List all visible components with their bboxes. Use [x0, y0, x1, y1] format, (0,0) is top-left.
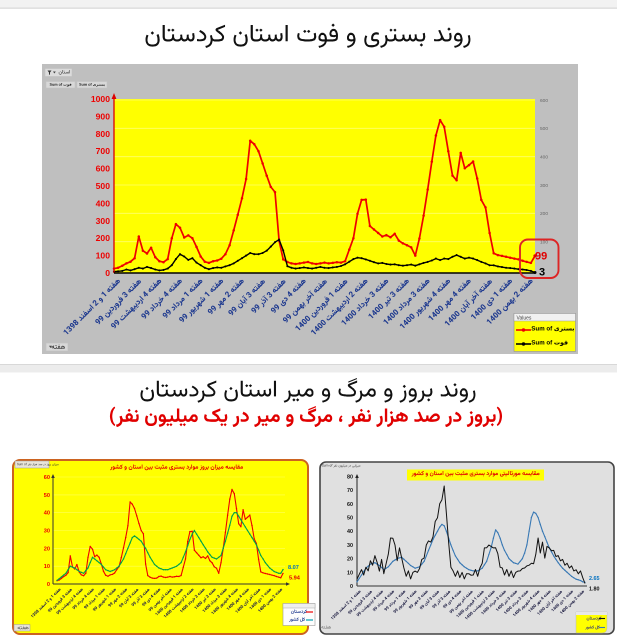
- svg-text:0: 0: [350, 584, 353, 590]
- svg-text:300: 300: [96, 216, 111, 226]
- svg-text:3: 3: [539, 267, 545, 279]
- svg-text:20: 20: [347, 557, 353, 563]
- svg-text:800: 800: [96, 129, 111, 139]
- svg-text:300: 300: [540, 183, 548, 189]
- svg-text:8.07: 8.07: [288, 565, 299, 571]
- svg-text:60: 60: [347, 502, 353, 508]
- svg-text:2.65: 2.65: [589, 576, 600, 582]
- svg-text:20: 20: [44, 546, 50, 552]
- svg-text:100: 100: [540, 240, 548, 246]
- svg-text:10: 10: [347, 570, 353, 576]
- svg-text:30: 30: [44, 529, 50, 535]
- svg-text:99: 99: [535, 251, 547, 263]
- svg-text:100: 100: [96, 251, 111, 261]
- svg-text:80: 80: [347, 475, 353, 481]
- svg-text:Values: Values: [517, 316, 532, 322]
- svg-text:40: 40: [44, 511, 50, 517]
- svg-text:40: 40: [347, 529, 353, 535]
- svg-text:400: 400: [540, 155, 548, 161]
- svg-text:0: 0: [47, 582, 50, 588]
- svg-text:400: 400: [96, 198, 111, 208]
- svg-text:900: 900: [96, 111, 111, 121]
- svg-text:500: 500: [540, 126, 548, 132]
- svg-text:600: 600: [540, 98, 548, 104]
- svg-text:200: 200: [96, 233, 111, 243]
- svg-text:5.94: 5.94: [289, 576, 301, 582]
- svg-text:50: 50: [44, 493, 50, 499]
- svg-text:200: 200: [540, 211, 548, 217]
- svg-text:500: 500: [96, 181, 111, 191]
- svg-text:1000: 1000: [91, 94, 110, 104]
- svg-text:50: 50: [347, 516, 353, 522]
- svg-text:1.80: 1.80: [589, 587, 600, 593]
- svg-text:600: 600: [96, 164, 111, 174]
- svg-text:60: 60: [44, 475, 50, 481]
- svg-text:70: 70: [347, 488, 353, 494]
- svg-text:30: 30: [347, 543, 353, 549]
- svg-text:700: 700: [96, 146, 111, 156]
- svg-text:10: 10: [44, 564, 50, 570]
- svg-text:0: 0: [105, 268, 110, 278]
